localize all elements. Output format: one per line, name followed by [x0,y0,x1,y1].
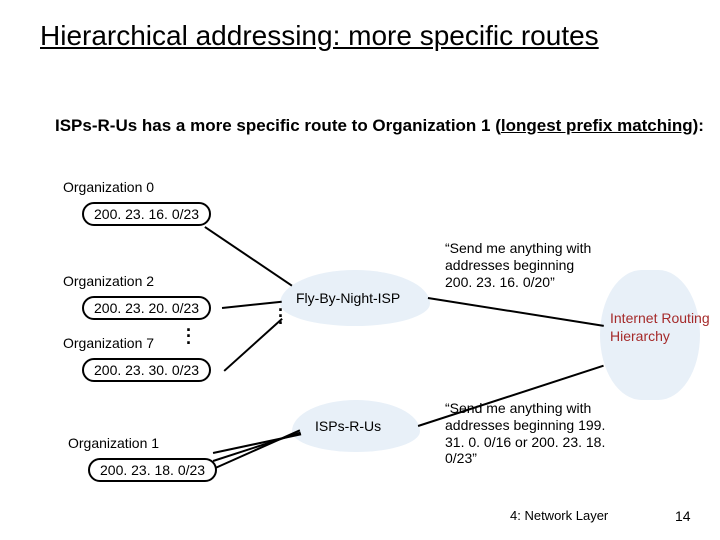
isp2-label: ISPs-R-Us [315,418,381,434]
slide-subtitle: ISPs-R-Us has a more specific route to O… [55,115,704,137]
footer-page-number: 14 [675,508,691,524]
quote-isp2: “Send me anything with addresses beginni… [445,400,615,467]
line-isp1-internet [428,297,604,326]
org2-addr: 200. 23. 20. 0/23 [82,296,211,320]
org7-label: Organization 7 [63,335,154,351]
org0-addr: 200. 23. 16. 0/23 [82,202,211,226]
org2-label: Organization 2 [63,273,154,289]
org7-addr: 200. 23. 30. 0/23 [82,358,211,382]
footer-chapter: 4: Network Layer [510,508,608,523]
slide-title: Hierarchical addressing: more specific r… [40,20,599,52]
subtitle-underline: longest prefix matching [501,116,693,135]
org1-addr: 200. 23. 18. 0/23 [88,458,217,482]
line-org0-isp1 [205,226,293,286]
subtitle-post: ): [693,116,704,135]
subtitle-pre: ISPs-R-Us has a more specific route to O… [55,116,501,135]
vdots-left: ... [186,322,191,341]
line-org7-isp1 [223,318,282,371]
internet-routing-hierarchy-label: Internet Routing Hierarchy [610,310,720,345]
vdots-right: ... [278,302,283,321]
quote-isp1: “Send me anything with addresses beginni… [445,240,600,290]
org1-label: Organization 1 [68,435,159,451]
line-org2-isp1 [222,301,282,309]
isp1-label: Fly-By-Night-ISP [296,290,400,306]
org0-label: Organization 0 [63,179,154,195]
